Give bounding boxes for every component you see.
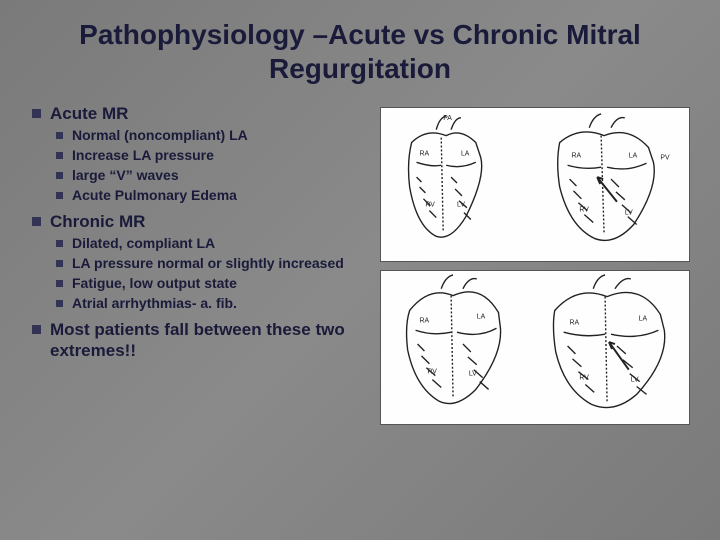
bullet-label: Acute MR: [50, 104, 128, 123]
slide-container: Pathophysiology –Acute vs Chronic Mitral…: [0, 0, 720, 540]
svg-text:LV: LV: [457, 202, 465, 209]
sub-bullet: LA pressure normal or slightly increased: [50, 254, 368, 273]
svg-text:LA: LA: [639, 316, 648, 323]
bullet-summary: Most patients fall between these two ext…: [28, 319, 368, 362]
svg-text:LA: LA: [629, 153, 638, 160]
svg-text:RA: RA: [420, 151, 430, 158]
svg-text:RV: RV: [427, 369, 437, 376]
text-column: Acute MR Normal (noncompliant) LA Increa…: [28, 103, 368, 425]
svg-text:RA: RA: [570, 319, 580, 326]
svg-text:PV: PV: [660, 155, 670, 162]
svg-text:PA: PA: [443, 115, 452, 122]
svg-text:RV: RV: [425, 202, 435, 209]
image-column: RA LA RV LV RA LA RV LV PA PV: [380, 103, 692, 425]
svg-text:RA: RA: [420, 318, 430, 325]
svg-text:LV: LV: [469, 371, 477, 378]
sub-bullet: large “V” waves: [50, 166, 368, 185]
bullet-chronic-mr: Chronic MR Dilated, compliant LA LA pres…: [28, 211, 368, 313]
svg-text:RA: RA: [572, 153, 582, 160]
sub-bullet: Dilated, compliant LA: [50, 234, 368, 253]
sub-bullet: Increase LA pressure: [50, 146, 368, 165]
heart-diagram-top: RA LA RV LV RA LA RV LV PA PV: [380, 107, 690, 262]
bullet-label: Most patients fall between these two ext…: [50, 320, 345, 360]
bullet-list-level2: Dilated, compliant LA LA pressure normal…: [50, 234, 368, 313]
bullet-acute-mr: Acute MR Normal (noncompliant) LA Increa…: [28, 103, 368, 205]
bullet-list-level1: Acute MR Normal (noncompliant) LA Increa…: [28, 103, 368, 361]
bullet-label: Chronic MR: [50, 212, 145, 231]
content-row: Acute MR Normal (noncompliant) LA Increa…: [28, 103, 692, 425]
sub-bullet: Fatigue, low output state: [50, 274, 368, 293]
svg-text:LA: LA: [461, 151, 470, 158]
svg-text:LA: LA: [477, 314, 486, 321]
bullet-list-level2: Normal (noncompliant) LA Increase LA pre…: [50, 126, 368, 205]
svg-text:RV: RV: [579, 207, 589, 214]
sub-bullet: Acute Pulmonary Edema: [50, 186, 368, 205]
heart-diagram-bottom: RA LA RV LV RA LA RV LV: [380, 270, 690, 425]
svg-text:LV: LV: [625, 210, 633, 217]
svg-text:LV: LV: [631, 377, 639, 384]
slide-title: Pathophysiology –Acute vs Chronic Mitral…: [28, 18, 692, 85]
svg-text:RV: RV: [579, 375, 589, 382]
sub-bullet: Normal (noncompliant) LA: [50, 126, 368, 145]
sub-bullet: Atrial arrhythmias- a. fib.: [50, 294, 368, 313]
